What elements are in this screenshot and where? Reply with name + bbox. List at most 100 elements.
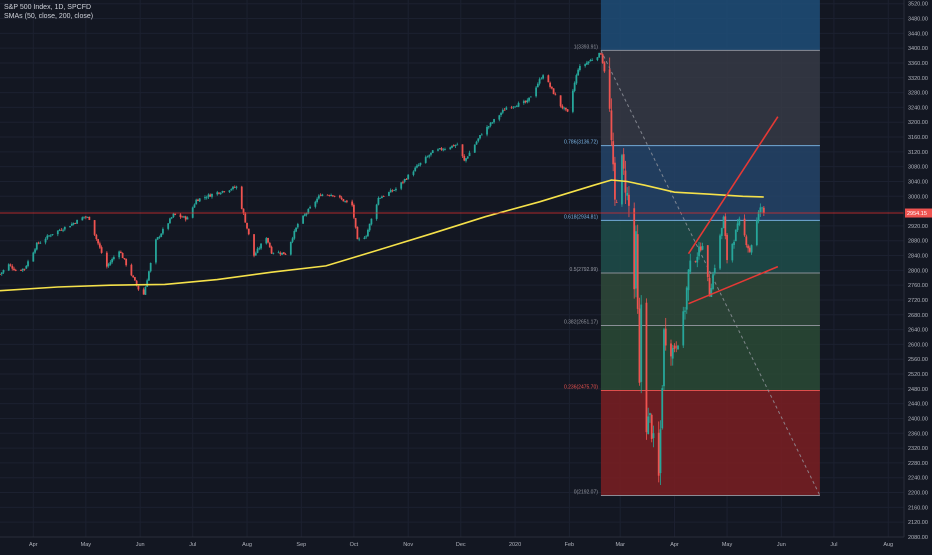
candle-body	[48, 235, 50, 237]
candle-body	[148, 271, 150, 281]
x-tick-label: Jun	[777, 542, 786, 548]
candle-body	[228, 190, 231, 193]
candle-body	[612, 141, 615, 165]
candle-body	[661, 388, 664, 429]
y-tick-label: 2600.00	[908, 342, 928, 348]
candle-body	[536, 83, 539, 88]
candle-body	[13, 268, 15, 271]
candle-body	[179, 214, 182, 218]
candle-body	[160, 233, 163, 237]
candle-body	[628, 194, 630, 206]
x-tick-label: Apr	[29, 542, 38, 548]
fib-level-label: 0(2192.07)	[574, 489, 599, 495]
candle-body	[149, 262, 152, 272]
candle-body	[755, 220, 758, 246]
candle-body	[663, 329, 665, 387]
y-tick-label: 2520.00	[908, 372, 928, 378]
candle-body	[382, 196, 385, 197]
candle-body	[381, 196, 383, 199]
candle-body	[317, 195, 320, 199]
candle-body	[491, 122, 494, 124]
candle-body	[242, 208, 245, 214]
trendlines-layer	[0, 116, 904, 305]
candle-body	[659, 429, 662, 474]
candle-body	[430, 152, 432, 155]
candle-body	[571, 90, 574, 112]
candle-body	[505, 107, 508, 110]
indicator-label: SMAs (50, close, 200, close)	[4, 13, 94, 20]
candle-body	[204, 197, 206, 199]
candle-body	[407, 174, 410, 180]
candle-body	[93, 220, 96, 235]
candle-body	[331, 195, 334, 197]
candle-body	[712, 274, 714, 289]
candle-body	[25, 265, 28, 269]
candle-body	[132, 275, 135, 278]
candle-body	[710, 288, 713, 297]
y-tick-label: 2240.00	[908, 476, 928, 482]
candle-body	[733, 241, 735, 245]
candle-body	[614, 162, 616, 200]
candle-body	[333, 195, 336, 197]
candle-body	[480, 134, 483, 136]
candle-body	[564, 107, 567, 110]
candle-body	[720, 227, 723, 236]
candle-body	[515, 106, 518, 108]
candle-body	[426, 156, 429, 158]
candle-body	[70, 223, 73, 226]
candle-body	[684, 310, 686, 312]
candle-body	[49, 235, 52, 237]
candle-body	[510, 107, 513, 109]
candle-body	[405, 179, 408, 180]
trendline	[687, 116, 779, 255]
candle-body	[652, 433, 655, 439]
candle-body	[258, 248, 261, 250]
y-tick-label: 3480.00	[908, 17, 928, 23]
candle-body	[309, 207, 311, 209]
candle-body	[162, 228, 164, 234]
candle-body	[451, 145, 453, 148]
candle-body	[635, 231, 637, 289]
candle-body	[726, 234, 728, 261]
candle-body	[522, 101, 525, 104]
candle-body	[246, 222, 248, 229]
candle-body	[137, 285, 140, 290]
candle-body	[719, 235, 721, 269]
y-tick-label: 2560.00	[908, 357, 928, 363]
candle-body	[39, 242, 42, 244]
candle-body	[316, 198, 319, 202]
candle-body	[461, 144, 464, 157]
fib-level-label: 0.786(3136.72)	[564, 140, 598, 146]
candle-body	[0, 272, 3, 275]
candle-body	[468, 152, 471, 157]
candle-body	[156, 237, 159, 240]
last-price-tag	[905, 208, 932, 218]
candle-body	[529, 96, 532, 98]
price-axis-bg	[904, 0, 932, 550]
y-tick-label: 3040.00	[908, 179, 928, 185]
candle-body	[442, 149, 445, 151]
candle-body	[63, 226, 66, 230]
candle-body	[118, 251, 121, 258]
candle-body	[119, 251, 122, 253]
candle-body	[232, 186, 234, 189]
candle-body	[144, 287, 147, 295]
candle-body	[186, 217, 189, 220]
candle-body	[254, 253, 257, 256]
candle-body	[743, 218, 746, 236]
candle-body	[649, 413, 651, 416]
fib-band-above	[600, 0, 820, 51]
y-tick-label: 2920.00	[908, 224, 928, 230]
candle-body	[577, 69, 580, 76]
candle-body	[501, 109, 504, 113]
candle-body	[738, 218, 741, 225]
candle-body	[88, 216, 91, 220]
fib-band	[600, 390, 820, 496]
candle-body	[591, 59, 594, 61]
candle-body	[452, 145, 455, 147]
x-tick-label: Aug	[883, 542, 893, 548]
candle-body	[282, 252, 285, 255]
candle-body	[296, 224, 299, 228]
